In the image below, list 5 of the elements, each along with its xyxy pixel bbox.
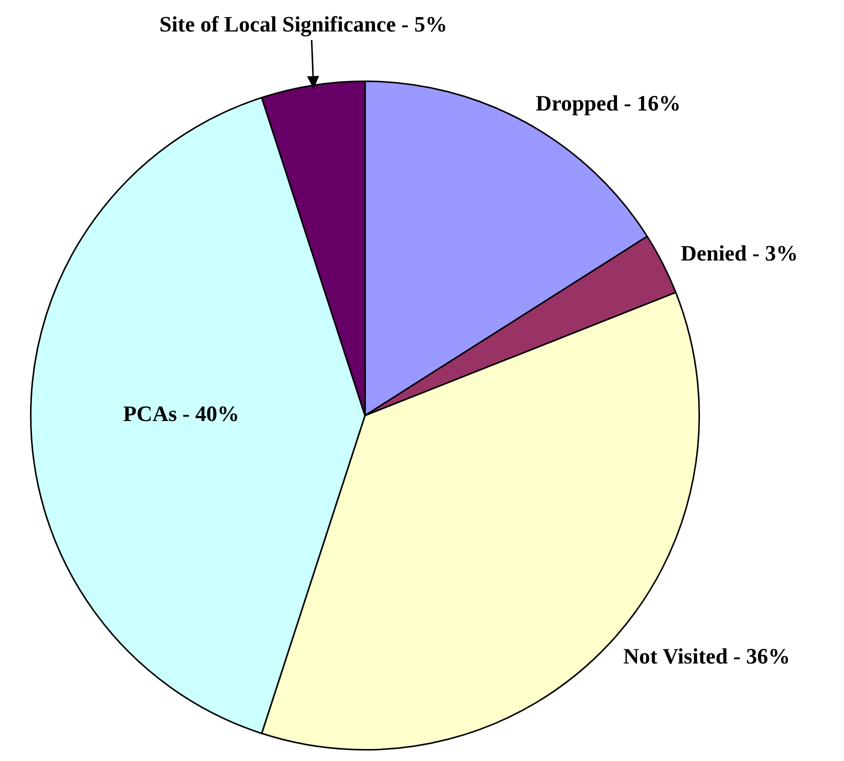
- slice-label: Dropped - 16%: [536, 90, 681, 116]
- slice-label: Not Visited - 36%: [623, 644, 790, 669]
- slice-label: Denied - 3%: [680, 240, 798, 266]
- slice-label: PCAs - 40%: [123, 401, 240, 426]
- slice-label: Site of Local Significance - 5%: [159, 12, 448, 37]
